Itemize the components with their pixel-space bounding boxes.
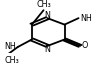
Text: N: N (44, 45, 50, 54)
Text: N: N (44, 11, 50, 20)
Text: NH: NH (80, 14, 92, 23)
Text: NH: NH (4, 42, 16, 51)
Text: CH₃: CH₃ (4, 56, 19, 65)
Text: CH₃: CH₃ (36, 0, 51, 9)
Text: O: O (82, 41, 88, 50)
